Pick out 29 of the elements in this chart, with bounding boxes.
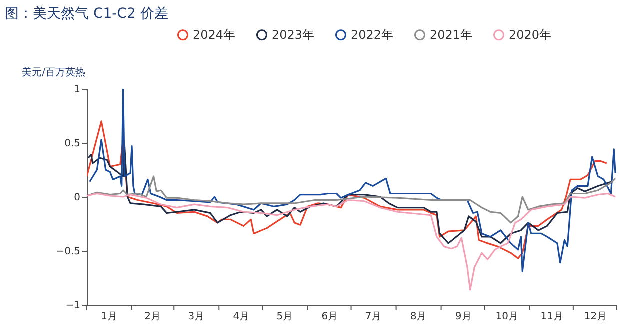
- y-tick-label: −1: [66, 300, 80, 312]
- chart-title: 图：美天然气 C1-C2 价差: [5, 6, 168, 22]
- x-tick-label: 12月: [584, 312, 608, 322]
- y-tick-label: 0: [74, 192, 80, 204]
- x-tick-label: 1月: [101, 312, 118, 322]
- legend-label: 2021年: [430, 28, 473, 42]
- x-tick-label: 9月: [455, 312, 472, 322]
- legend-label: 2024年: [193, 28, 236, 42]
- line-series: [88, 145, 614, 244]
- line-series: [87, 176, 616, 224]
- y-tick-label: 1: [74, 84, 80, 96]
- x-tick-label: 6月: [322, 312, 338, 322]
- x-tick-label: 5月: [276, 312, 294, 322]
- line-series: [87, 120, 608, 260]
- x-tick-label: 10月: [496, 312, 519, 322]
- line-series: [87, 192, 616, 291]
- x-tick-label: 3月: [188, 312, 205, 322]
- y-tick-label: 0.5: [64, 138, 80, 150]
- y-tick-label: −0.5: [56, 246, 80, 258]
- legend-label: 2022年: [351, 28, 394, 42]
- x-tick-label: 8月: [410, 312, 427, 322]
- legend-label: 2020年: [509, 28, 552, 42]
- line-series: [89, 89, 616, 272]
- x-tick-label: 11月: [540, 312, 564, 322]
- legend-label: 2023年: [272, 28, 315, 42]
- x-tick-label: 7月: [365, 312, 382, 322]
- y-axis-title: 美元/百万英热: [22, 66, 86, 78]
- x-tick-label: 4月: [233, 312, 250, 322]
- x-tick-label: 2月: [144, 312, 162, 322]
